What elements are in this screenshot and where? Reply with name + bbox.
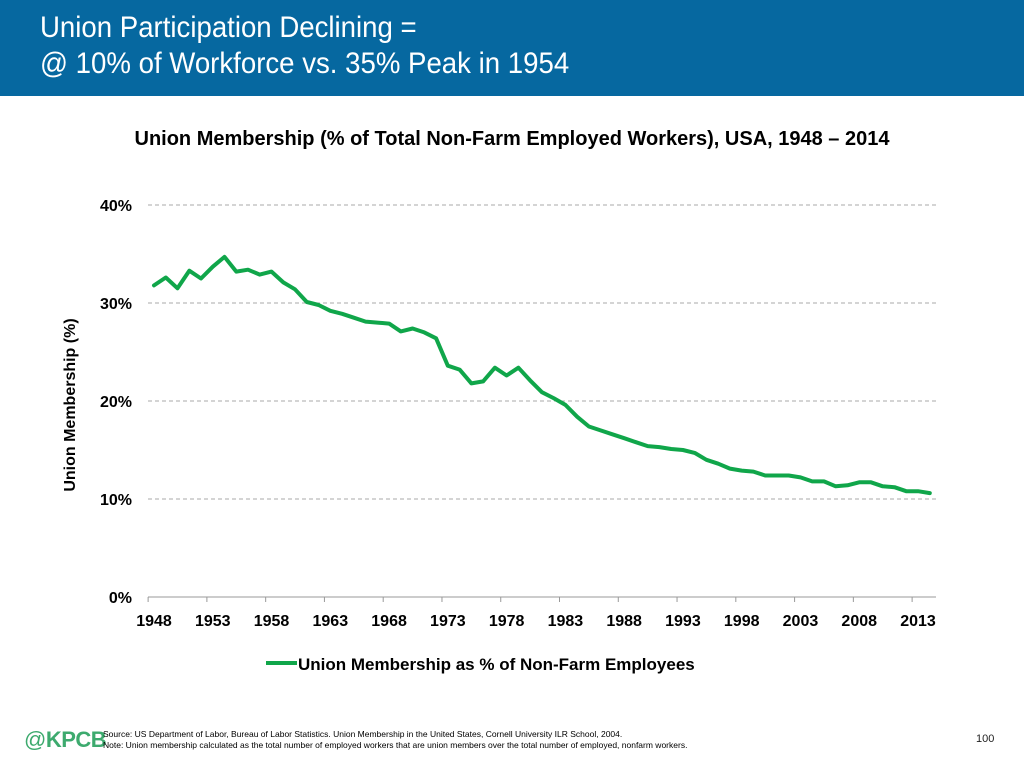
x-tick-label: 2008 bbox=[841, 613, 877, 630]
kpcb-logo: @KPCB bbox=[24, 727, 107, 753]
footer-notes: Source: US Department of Labor, Bureau o… bbox=[103, 729, 687, 750]
y-tick-label: 30% bbox=[100, 296, 132, 313]
legend-label: Union Membership as % of Non-Farm Employ… bbox=[298, 655, 695, 674]
slide-title-line-1: Union Participation Declining = bbox=[40, 11, 417, 44]
y-axis-label: Union Membership (%) bbox=[62, 318, 79, 491]
y-tick-label: 20% bbox=[100, 394, 132, 411]
axes bbox=[147, 596, 936, 602]
y-tick-labels: 0% 10% 20% 30% 40% bbox=[100, 198, 132, 607]
slide-title-line-2: @ 10% of Workforce vs. 35% Peak in 1954 bbox=[40, 47, 570, 80]
x-tick-label: 1968 bbox=[371, 613, 407, 630]
x-tick-label: 2013 bbox=[900, 613, 936, 630]
source-text: Source: US Department of Labor, Bureau o… bbox=[103, 729, 623, 739]
y-tick-label: 10% bbox=[100, 492, 132, 509]
slide-title: Union Participation Declining = @ 10% of… bbox=[40, 10, 569, 82]
x-tick-label: 1973 bbox=[430, 613, 466, 630]
x-tick-label: 1993 bbox=[665, 613, 701, 630]
line-chart: 0%10%20%30%40% 1948 1953 1958 1963 1968 1973 1… bbox=[62, 198, 936, 674]
y-tick-label: 40% bbox=[100, 198, 132, 215]
slide-header: Union Participation Declining = @ 10% of… bbox=[0, 0, 1024, 96]
x-tick-labels: 1948 1953 1958 1963 1968 1973 1978 1983 1988 1993… bbox=[136, 613, 936, 630]
grid-lines bbox=[148, 204, 936, 500]
x-tick-label: 1958 bbox=[254, 613, 290, 630]
page-number: 100 bbox=[976, 733, 995, 745]
x-tick-label: 1983 bbox=[548, 613, 584, 630]
logo-text: KPCB bbox=[45, 727, 107, 752]
logo-at: @ bbox=[24, 727, 46, 752]
series-line bbox=[152, 254, 932, 496]
x-tick-label: 1953 bbox=[195, 613, 231, 630]
legend: Union Membership as % of Non-Farm Employ… bbox=[266, 655, 695, 674]
x-tick-label: 1998 bbox=[724, 613, 760, 630]
chart-title: Union Membership (% of Total Non-Farm Em… bbox=[134, 128, 890, 150]
x-tick-label: 1948 bbox=[136, 613, 172, 630]
note-text: Note: Union membership calculated as the… bbox=[103, 739, 688, 750]
series-group bbox=[152, 254, 932, 496]
x-tick-label: 1988 bbox=[606, 613, 642, 630]
x-tick-label: 1963 bbox=[313, 613, 349, 630]
y-tick-label: 0% bbox=[109, 590, 132, 607]
x-tick-label: 2003 bbox=[783, 613, 819, 630]
x-tick-label: 1978 bbox=[489, 613, 525, 630]
